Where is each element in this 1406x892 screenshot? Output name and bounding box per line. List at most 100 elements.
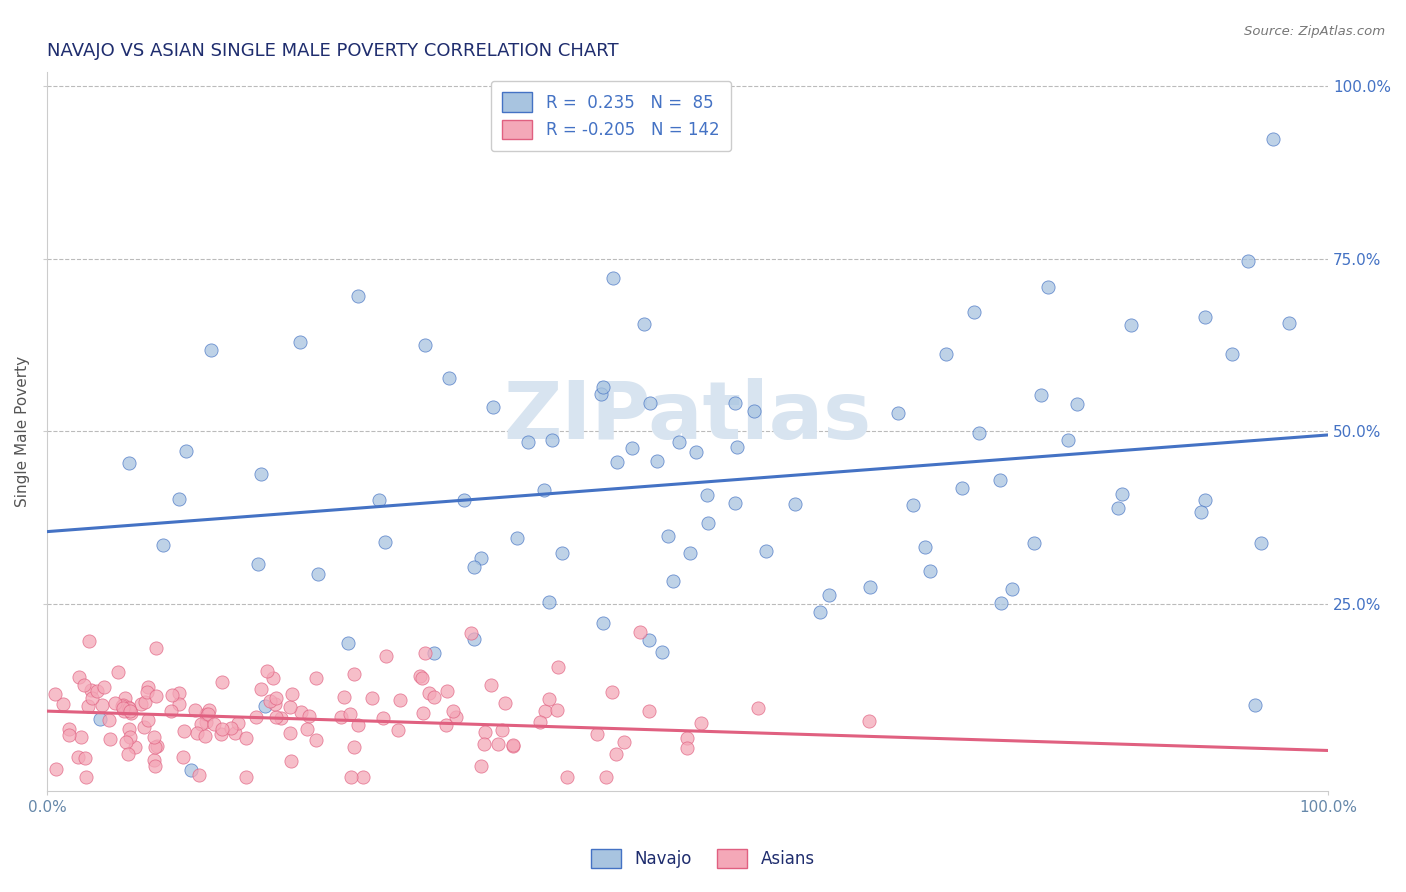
Point (174, 444, 197, 458)
Point (186, 726, 208, 740)
Point (219, 721, 242, 735)
Point (98, 731, 121, 746)
Point (533, 483, 555, 497)
Point (145, 689, 167, 703)
Point (418, 686, 440, 700)
Point (143, 739, 166, 754)
Point (963, 305, 986, 319)
Point (180, 763, 202, 777)
Point (546, 703, 568, 717)
Point (651, 645, 673, 659)
Point (107, 665, 129, 680)
Point (387, 723, 409, 738)
Point (662, 574, 685, 588)
Point (202, 717, 225, 731)
Point (436, 683, 458, 698)
Point (298, 709, 321, 723)
Point (120, 706, 142, 721)
Point (1036, 280, 1059, 294)
Point (1261, 132, 1284, 146)
Point (808, 605, 831, 619)
Point (460, 626, 482, 640)
Point (887, 407, 910, 421)
Point (602, 271, 624, 285)
Point (360, 690, 382, 705)
Point (197, 706, 219, 721)
Point (967, 426, 990, 441)
Point (637, 704, 659, 718)
Point (935, 347, 957, 361)
Point (247, 557, 270, 571)
Point (374, 534, 396, 549)
Point (755, 544, 778, 558)
Point (66, 750, 89, 764)
Point (143, 758, 166, 772)
Point (551, 546, 574, 560)
Point (1250, 536, 1272, 550)
Point (605, 747, 627, 762)
Point (408, 669, 430, 683)
Point (1001, 582, 1024, 596)
Legend: Navajo, Asians: Navajo, Asians (585, 842, 821, 875)
Point (142, 730, 165, 744)
Point (167, 492, 190, 507)
Point (226, 715, 249, 730)
Point (412, 706, 434, 720)
Point (329, 709, 352, 723)
Point (254, 698, 277, 713)
Point (80, 690, 103, 705)
Point (278, 725, 301, 739)
Point (685, 445, 707, 459)
Legend: R =  0.235   N =  85, R = -0.205   N = 142: R = 0.235 N = 85, R = -0.205 N = 142 (491, 81, 731, 151)
Point (633, 317, 655, 331)
Point (918, 564, 941, 578)
Point (190, 717, 212, 731)
Point (112, 701, 135, 715)
Point (1237, 253, 1260, 268)
Point (118, 700, 141, 714)
Point (132, 720, 155, 734)
Point (502, 738, 524, 752)
Point (470, 759, 492, 773)
Point (264, 710, 287, 724)
Point (444, 710, 467, 724)
Point (124, 739, 146, 754)
Point (1111, 487, 1133, 501)
Point (224, 726, 246, 740)
Point (58, 723, 80, 737)
Point (600, 685, 623, 699)
Point (534, 704, 557, 718)
Point (194, 706, 217, 721)
Point (1194, 493, 1216, 508)
Point (347, 289, 370, 303)
Point (67, 670, 90, 684)
Point (1066, 397, 1088, 411)
Point (453, 492, 475, 507)
Point (135, 685, 157, 699)
Point (143, 753, 166, 767)
Point (290, 705, 312, 719)
Point (1220, 347, 1243, 361)
Point (621, 442, 644, 456)
Point (211, 675, 233, 690)
Point (747, 700, 769, 714)
Point (195, 715, 218, 730)
Point (373, 711, 395, 725)
Y-axis label: Single Male Poverty: Single Male Poverty (15, 356, 30, 507)
Point (136, 713, 159, 727)
Point (333, 690, 356, 704)
Point (152, 538, 174, 552)
Point (77, 634, 100, 648)
Point (413, 337, 436, 351)
Point (307, 566, 329, 581)
Point (375, 648, 398, 663)
Point (97, 714, 120, 728)
Point (280, 688, 302, 702)
Point (188, 768, 211, 782)
Point (592, 616, 614, 631)
Point (211, 722, 233, 736)
Point (389, 693, 412, 707)
Point (173, 723, 195, 738)
Point (586, 726, 609, 740)
Point (676, 731, 699, 745)
